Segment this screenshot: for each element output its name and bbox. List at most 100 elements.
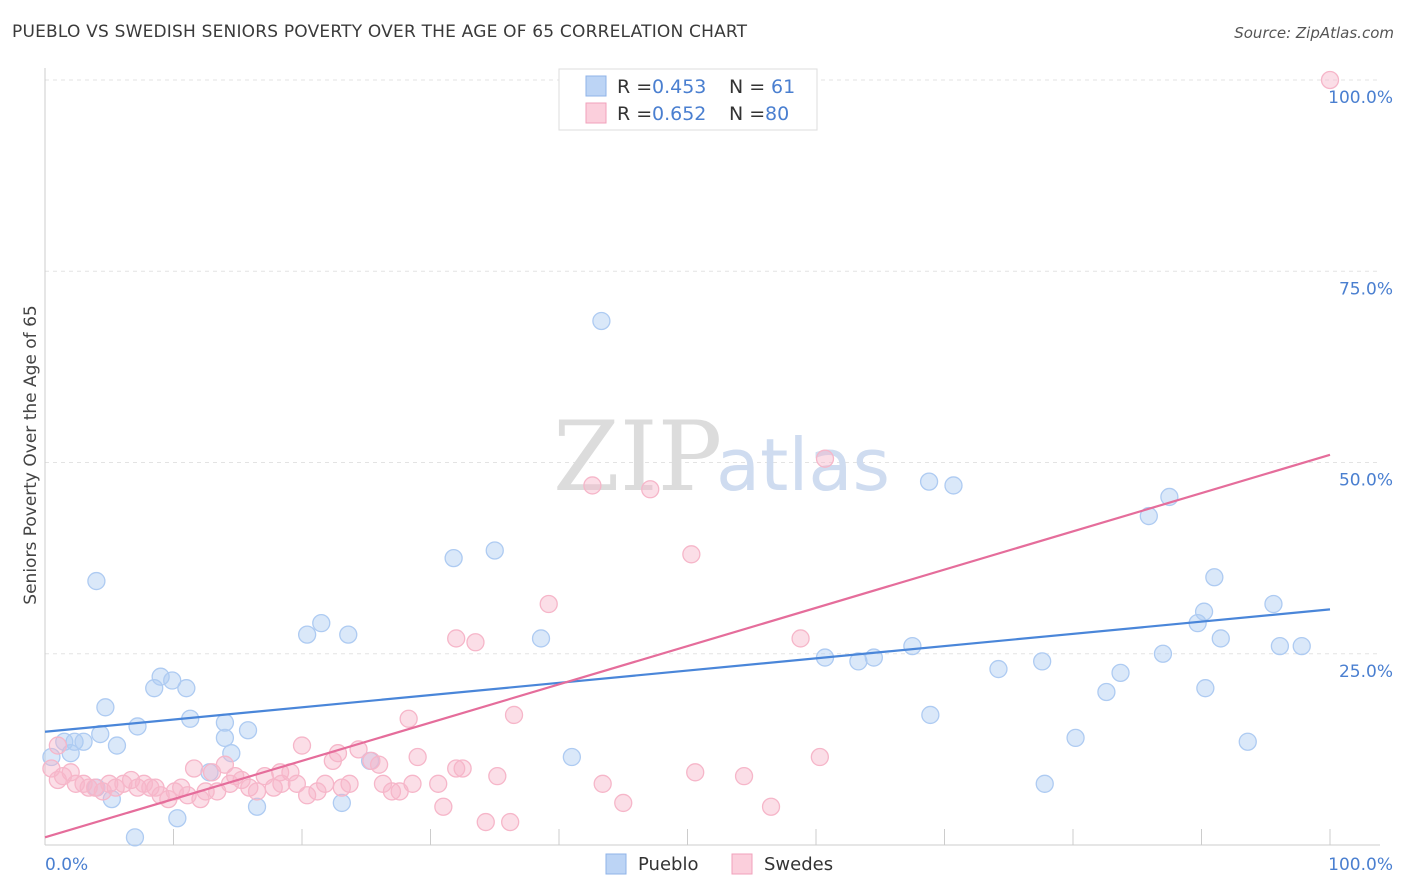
point-pueblo-22 [222,744,241,763]
point-pueblo-43 [1035,774,1054,793]
tick-labels: 25.0% 50.0% 75.0% 100.0% 0.0% 100.0% [45,88,1393,875]
point-pueblo-45 [1066,728,1085,748]
point-swedes-3 [61,763,80,782]
point-pueblo-17 [177,679,196,698]
point-swedes-59 [476,812,495,832]
legend-swatch-pueblo [585,75,607,97]
point-swedes-78 [48,736,67,755]
point-swedes-53 [408,747,427,767]
point-swedes-61 [501,812,520,832]
source-credit: Source: ZipAtlas.com [1234,24,1394,42]
x-tick-label-0: 0.0% [45,855,88,875]
point-swedes-74 [815,449,835,468]
legend-r-label-2: R = [617,103,652,125]
point-swedes-22 [184,759,204,778]
point-pueblo-47 [1111,663,1130,683]
legend-bottom-swatch-pueblo [605,853,627,875]
point-swedes-72 [791,629,810,648]
point-swedes-71 [761,797,781,816]
point-swedes-39 [297,786,317,805]
point-pueblo-28 [332,793,351,813]
point-pueblo-23 [238,721,258,740]
point-pueblo-16 [168,809,187,828]
axes-layer [44,68,1380,846]
point-swedes-6 [79,778,98,797]
point-pueblo-55 [1211,629,1230,648]
legend-bottom-label-pueblo: Pueblo [638,854,698,875]
legend-n-label-2: N = [729,103,765,125]
point-swedes-55 [434,797,453,816]
trend-line-swedes [44,453,1331,839]
point-pueblo-30 [444,548,463,568]
point-swedes-15 [141,778,160,797]
point-swedes-54 [429,774,448,793]
point-swedes-38 [292,736,312,755]
legend-bottom-label-swedes: Swedes [764,854,833,875]
point-swedes-56 [447,759,466,778]
point-pueblo-44 [1033,652,1052,671]
y-axis-label: Seniors Poverty Over the Age of 65 [21,305,41,604]
point-pueblo-48 [1139,506,1158,526]
point-swedes-41 [315,774,335,793]
point-pueblo-6 [87,571,106,591]
point-swedes-40 [308,782,327,801]
legend-bottom: Pueblo Swedes [605,853,833,875]
point-pueblo-49 [1153,644,1173,663]
point-pueblo-56 [1238,732,1257,751]
watermark-zip: ZIP [553,401,722,513]
point-pueblo-11 [125,828,145,847]
point-pueblo-26 [312,614,331,633]
point-pueblo-10 [107,736,127,755]
point-swedes-57 [453,759,472,778]
point-pueblo-42 [989,659,1008,679]
point-pueblo-20 [215,713,235,732]
point-pueblo-39 [919,472,939,491]
trend-line-pueblo [44,608,1331,733]
point-swedes-44 [340,774,359,793]
point-pueblo-12 [128,717,147,736]
y-tick-label-3: 100.0% [1328,88,1393,108]
point-swedes-51 [399,709,418,728]
points-layer [42,70,1340,847]
point-pueblo-41 [944,476,963,495]
grid-layer [45,79,1380,655]
legend-swatch-swedes [585,102,607,124]
point-pueblo-27 [339,625,358,644]
point-pueblo-46 [1097,682,1116,702]
point-swedes-68 [686,763,705,782]
point-swedes-79 [1320,70,1340,90]
point-swedes-37 [287,774,307,793]
y-tick-label-1: 50.0% [1339,471,1393,491]
point-pueblo-4 [74,732,93,751]
point-swedes-32 [247,782,267,801]
point-pueblo-25 [297,625,317,644]
point-pueblo-53 [1196,679,1215,698]
point-swedes-63 [539,594,558,614]
point-swedes-65 [593,774,612,793]
point-swedes-60 [488,767,507,786]
point-pueblo-32 [531,629,551,648]
watermark-atlas: atlas [716,423,890,507]
point-pueblo-15 [163,671,182,690]
point-swedes-52 [403,774,422,793]
point-pueblo-52 [1194,602,1214,621]
point-pueblo-31 [485,541,504,560]
legend-r-value-2: 0.652 [652,103,706,125]
point-pueblo-40 [921,705,940,725]
legend-r-value-1: 0.453 [652,76,706,98]
point-swedes-58 [466,633,485,652]
point-pueblo-14 [151,667,170,686]
point-swedes-49 [382,782,402,801]
legend-top: R = 0.453 N = 61 R = 0.652 N = 80 [558,68,818,131]
legend-r-label-1: R = [617,76,652,98]
watermark: ZIP atlas [553,401,890,513]
point-swedes-70 [734,767,754,786]
point-pueblo-24 [247,797,267,816]
x-tick-label-1: 100.0% [1328,855,1393,875]
trend-lines [44,453,1331,839]
point-swedes-73 [810,747,830,767]
point-pueblo-38 [903,636,922,656]
point-swedes-62 [504,705,524,725]
point-pueblo-13 [145,679,164,698]
